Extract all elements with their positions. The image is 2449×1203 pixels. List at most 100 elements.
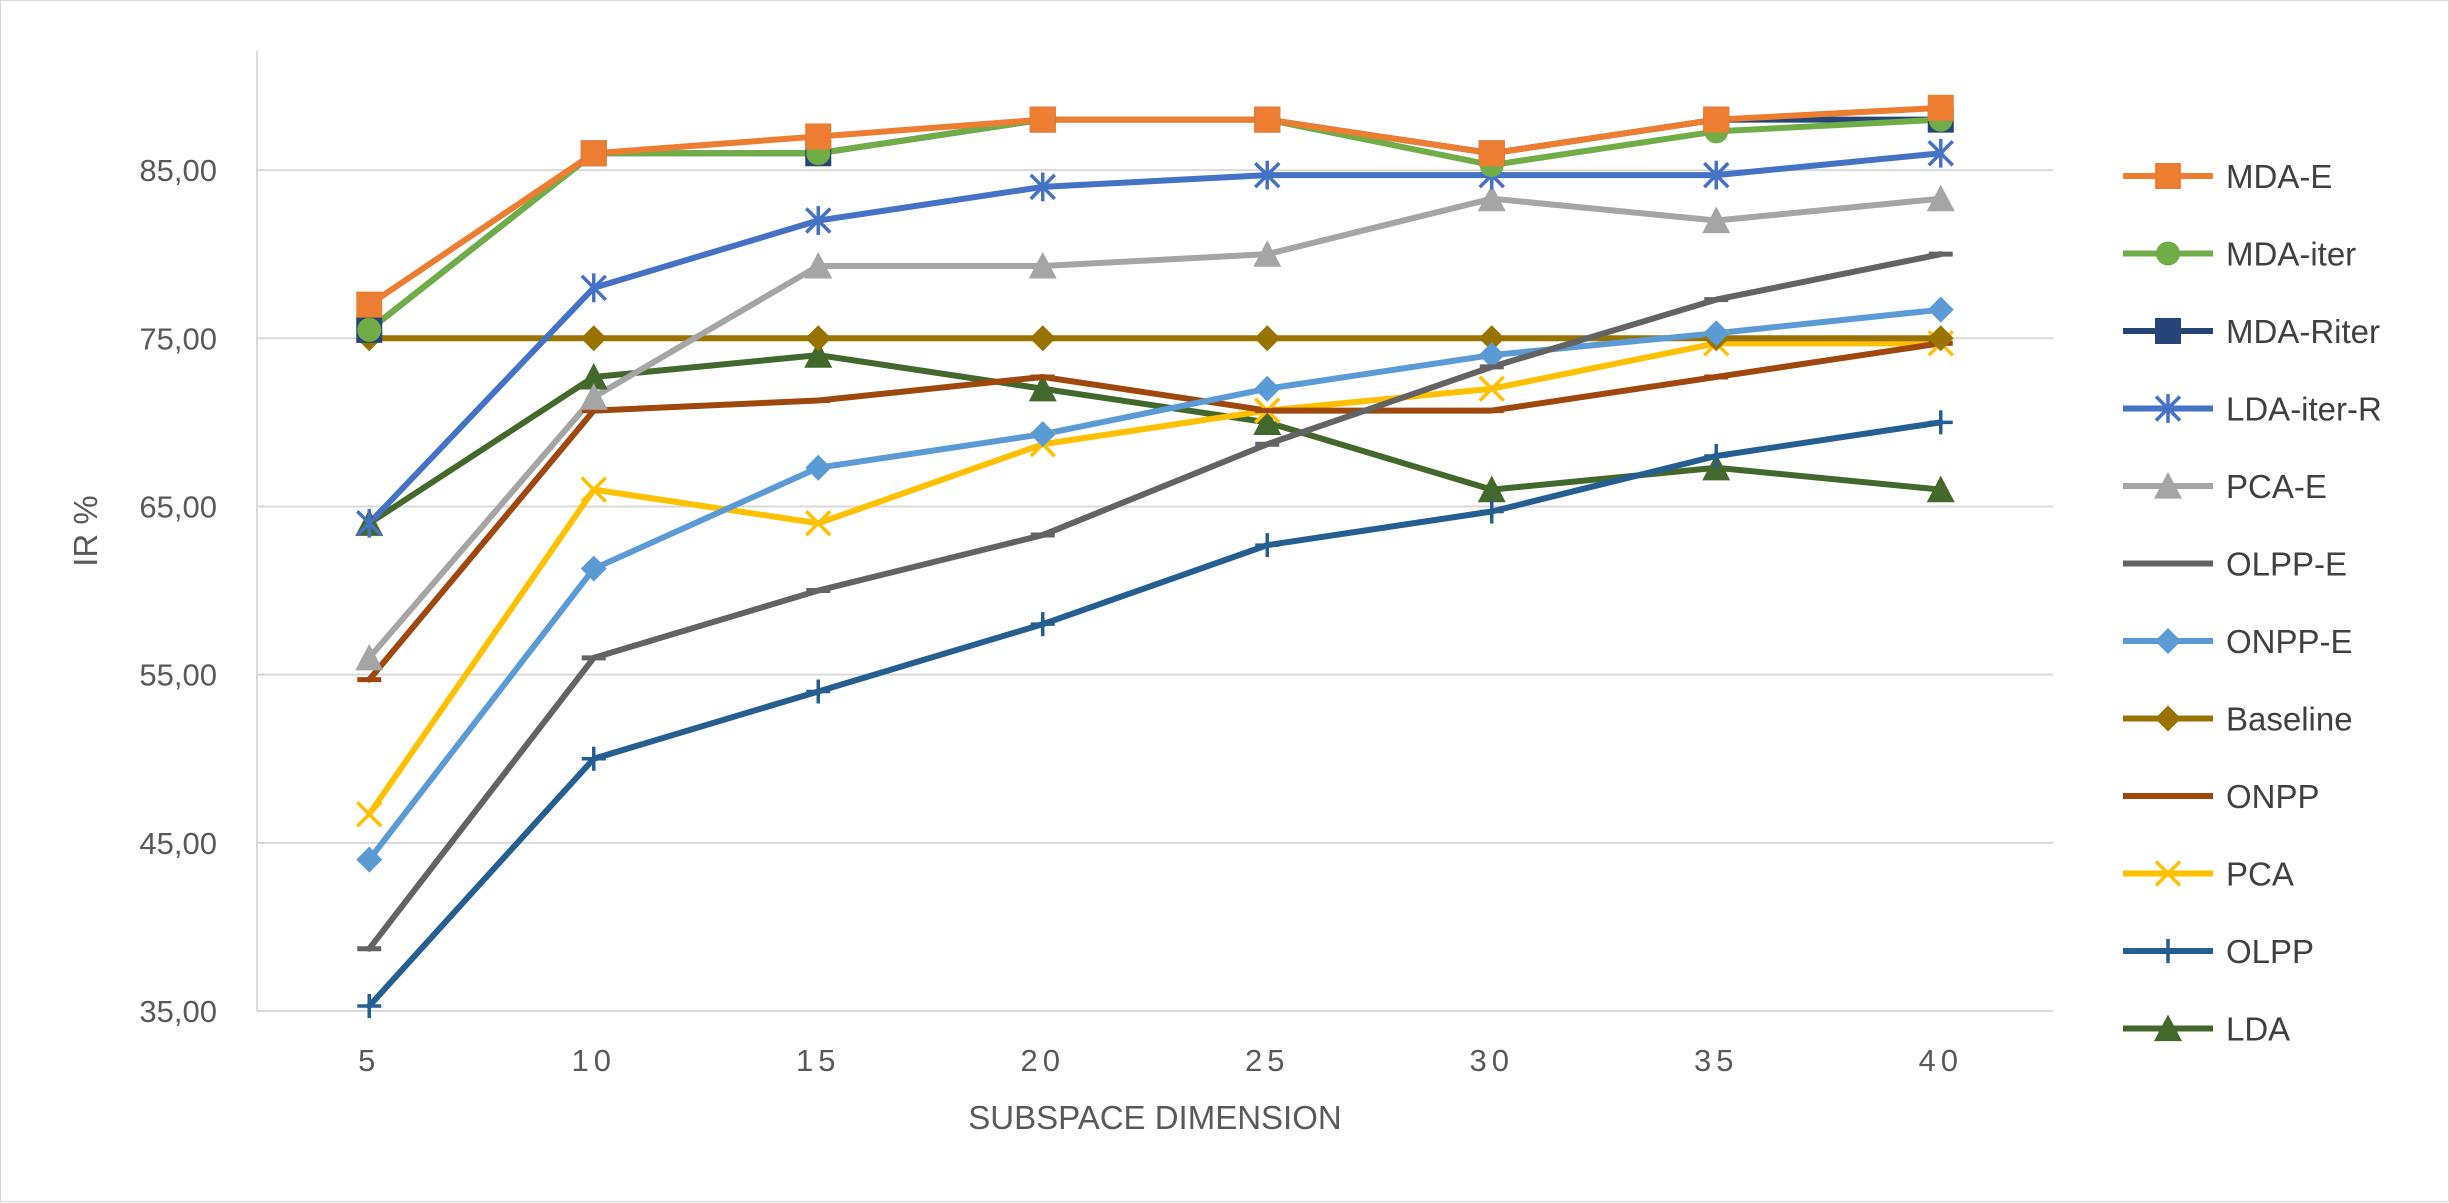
legend-label: LDA-iter-R [2226,391,2382,428]
legend-item-pca-e: PCA-E [2123,468,2327,505]
x-axis-title: SUBSPACE DIMENSION [968,1099,1341,1136]
y-tick-label: 35,00 [139,994,217,1029]
legend-item-baseline: Baseline [2123,701,2353,738]
legend-item-mda-e: MDA-E [2123,158,2332,195]
data-point-onpp-e [356,846,383,873]
legend-label: LDA [2226,1011,2290,1048]
data-point-baseline [580,325,607,352]
legend-swatch-marker [2156,241,2180,266]
x-tick-label: 25 [1245,1043,1289,1078]
legend-item-onpp: ONPP [2123,778,2320,815]
data-point-pca [805,510,832,537]
legend-swatch-marker [2154,394,2182,423]
data-point-olpp [1255,533,1280,558]
data-point-pca-e [579,383,608,410]
data-point-mda-iter [357,317,382,342]
data-point-lda-iter-r [1029,172,1056,202]
y-axis-title: IR % [67,495,104,567]
legend-item-lda: LDA [2123,1011,2290,1048]
data-point-lda [1253,408,1282,435]
legend-item-pca: PCA [2123,856,2294,893]
series-line-pca [366,340,1944,818]
x-tick-label: 20 [1021,1043,1065,1078]
x-tick-label: 5 [358,1043,380,1078]
legend: MDA-E MDA-iter MDA-Riter LDA-iter-R PCA-E OLP… [2123,158,2382,1048]
data-point-olpp [581,746,606,771]
data-point-onpp-e [1029,421,1056,448]
legend-label: PCA [2226,856,2294,893]
x-tick-label: 40 [1919,1043,1963,1078]
data-point-mda-e [1254,106,1281,133]
y-tick-label: 85,00 [139,153,217,188]
legend-swatch-marker [2154,1014,2182,1042]
data-point-mda-e [1478,140,1505,167]
data-point-onpp-e [1478,342,1505,369]
data-point-lda [579,362,608,390]
series-line-mda-e [366,104,1944,308]
data-point-lda-iter-r [1927,138,1954,168]
x-tick-label: 35 [1694,1043,1738,1078]
series-line-olpp-e [366,251,1944,952]
data-point-onpp-e [1254,375,1281,402]
data-point-lda-iter-r [1703,160,1730,190]
data-point-pca-e [1253,240,1282,267]
legend-swatch-marker [2155,318,2181,344]
legend-swatch-marker [2154,860,2182,887]
legend-label: OLPP [2226,933,2314,970]
series-line-olpp [366,419,1944,1009]
data-point-pca-e [804,251,833,279]
data-point-mda-e [805,123,832,150]
legend-item-onpp-e: ONPP-E [2123,623,2353,660]
data-point-olpp [806,679,831,704]
y-tick-labels: 35,00 45,00 55,00 65,00 75,00 85,00 [139,153,217,1029]
series-lines [366,104,1944,1009]
data-point-lda-iter-r [805,206,832,235]
x-tick-label: 10 [572,1043,616,1078]
data-point-baseline [1478,325,1505,352]
data-point-baseline [805,325,832,352]
legend-label: ONPP [2226,778,2320,815]
data-point-lda [804,341,833,368]
legend-label: MDA-E [2226,158,2332,195]
data-point-pca-e [355,643,384,671]
data-point-lda [1926,475,1955,503]
data-point-olpp [357,993,382,1018]
legend-swatch-marker [2155,163,2181,189]
data-point-onpp-e [1927,296,1954,323]
y-tick-label: 55,00 [139,658,217,693]
data-point-onpp-e [1703,320,1730,347]
x-tick-label: 15 [796,1043,840,1078]
legend-label: MDA-Riter [2226,313,2380,350]
data-point-onpp-e [805,454,832,481]
data-point-mda-e [1927,94,1954,121]
legend-label: ONPP-E [2226,623,2353,660]
series-line-pca-e [366,195,1944,661]
data-point-onpp-e [580,555,607,582]
legend-label: PCA-E [2226,468,2327,505]
legend-item-mda-riter: MDA-Riter [2123,313,2380,350]
data-point-pca-e [1028,251,1057,279]
data-point-baseline [1254,325,1281,352]
legend-label: OLPP-E [2226,546,2347,583]
legend-item-lda-iter-r: LDA-iter-R [2123,391,2382,428]
data-point-pca-e [1926,184,1955,212]
legend-swatch-marker [2155,628,2181,654]
y-tick-label: 75,00 [139,321,217,356]
legend-label: Baseline [2226,701,2353,738]
data-point-lda [1477,475,1506,503]
data-point-olpp [1928,410,1953,435]
data-point-pca [580,476,607,503]
data-point-mda-e [1703,106,1730,133]
data-point-lda-iter-r [1254,160,1281,190]
data-point-pca [1478,375,1505,402]
data-point-lda-iter-r [356,508,383,538]
data-point-lda [1028,374,1057,402]
data-point-olpp [1030,612,1055,637]
data-point-mda-e [580,140,607,167]
data-point-baseline [1927,325,1954,352]
y-tick-label: 45,00 [139,826,217,861]
legend-item-olpp: OLPP [2123,933,2314,970]
y-tick-label: 65,00 [139,489,217,524]
